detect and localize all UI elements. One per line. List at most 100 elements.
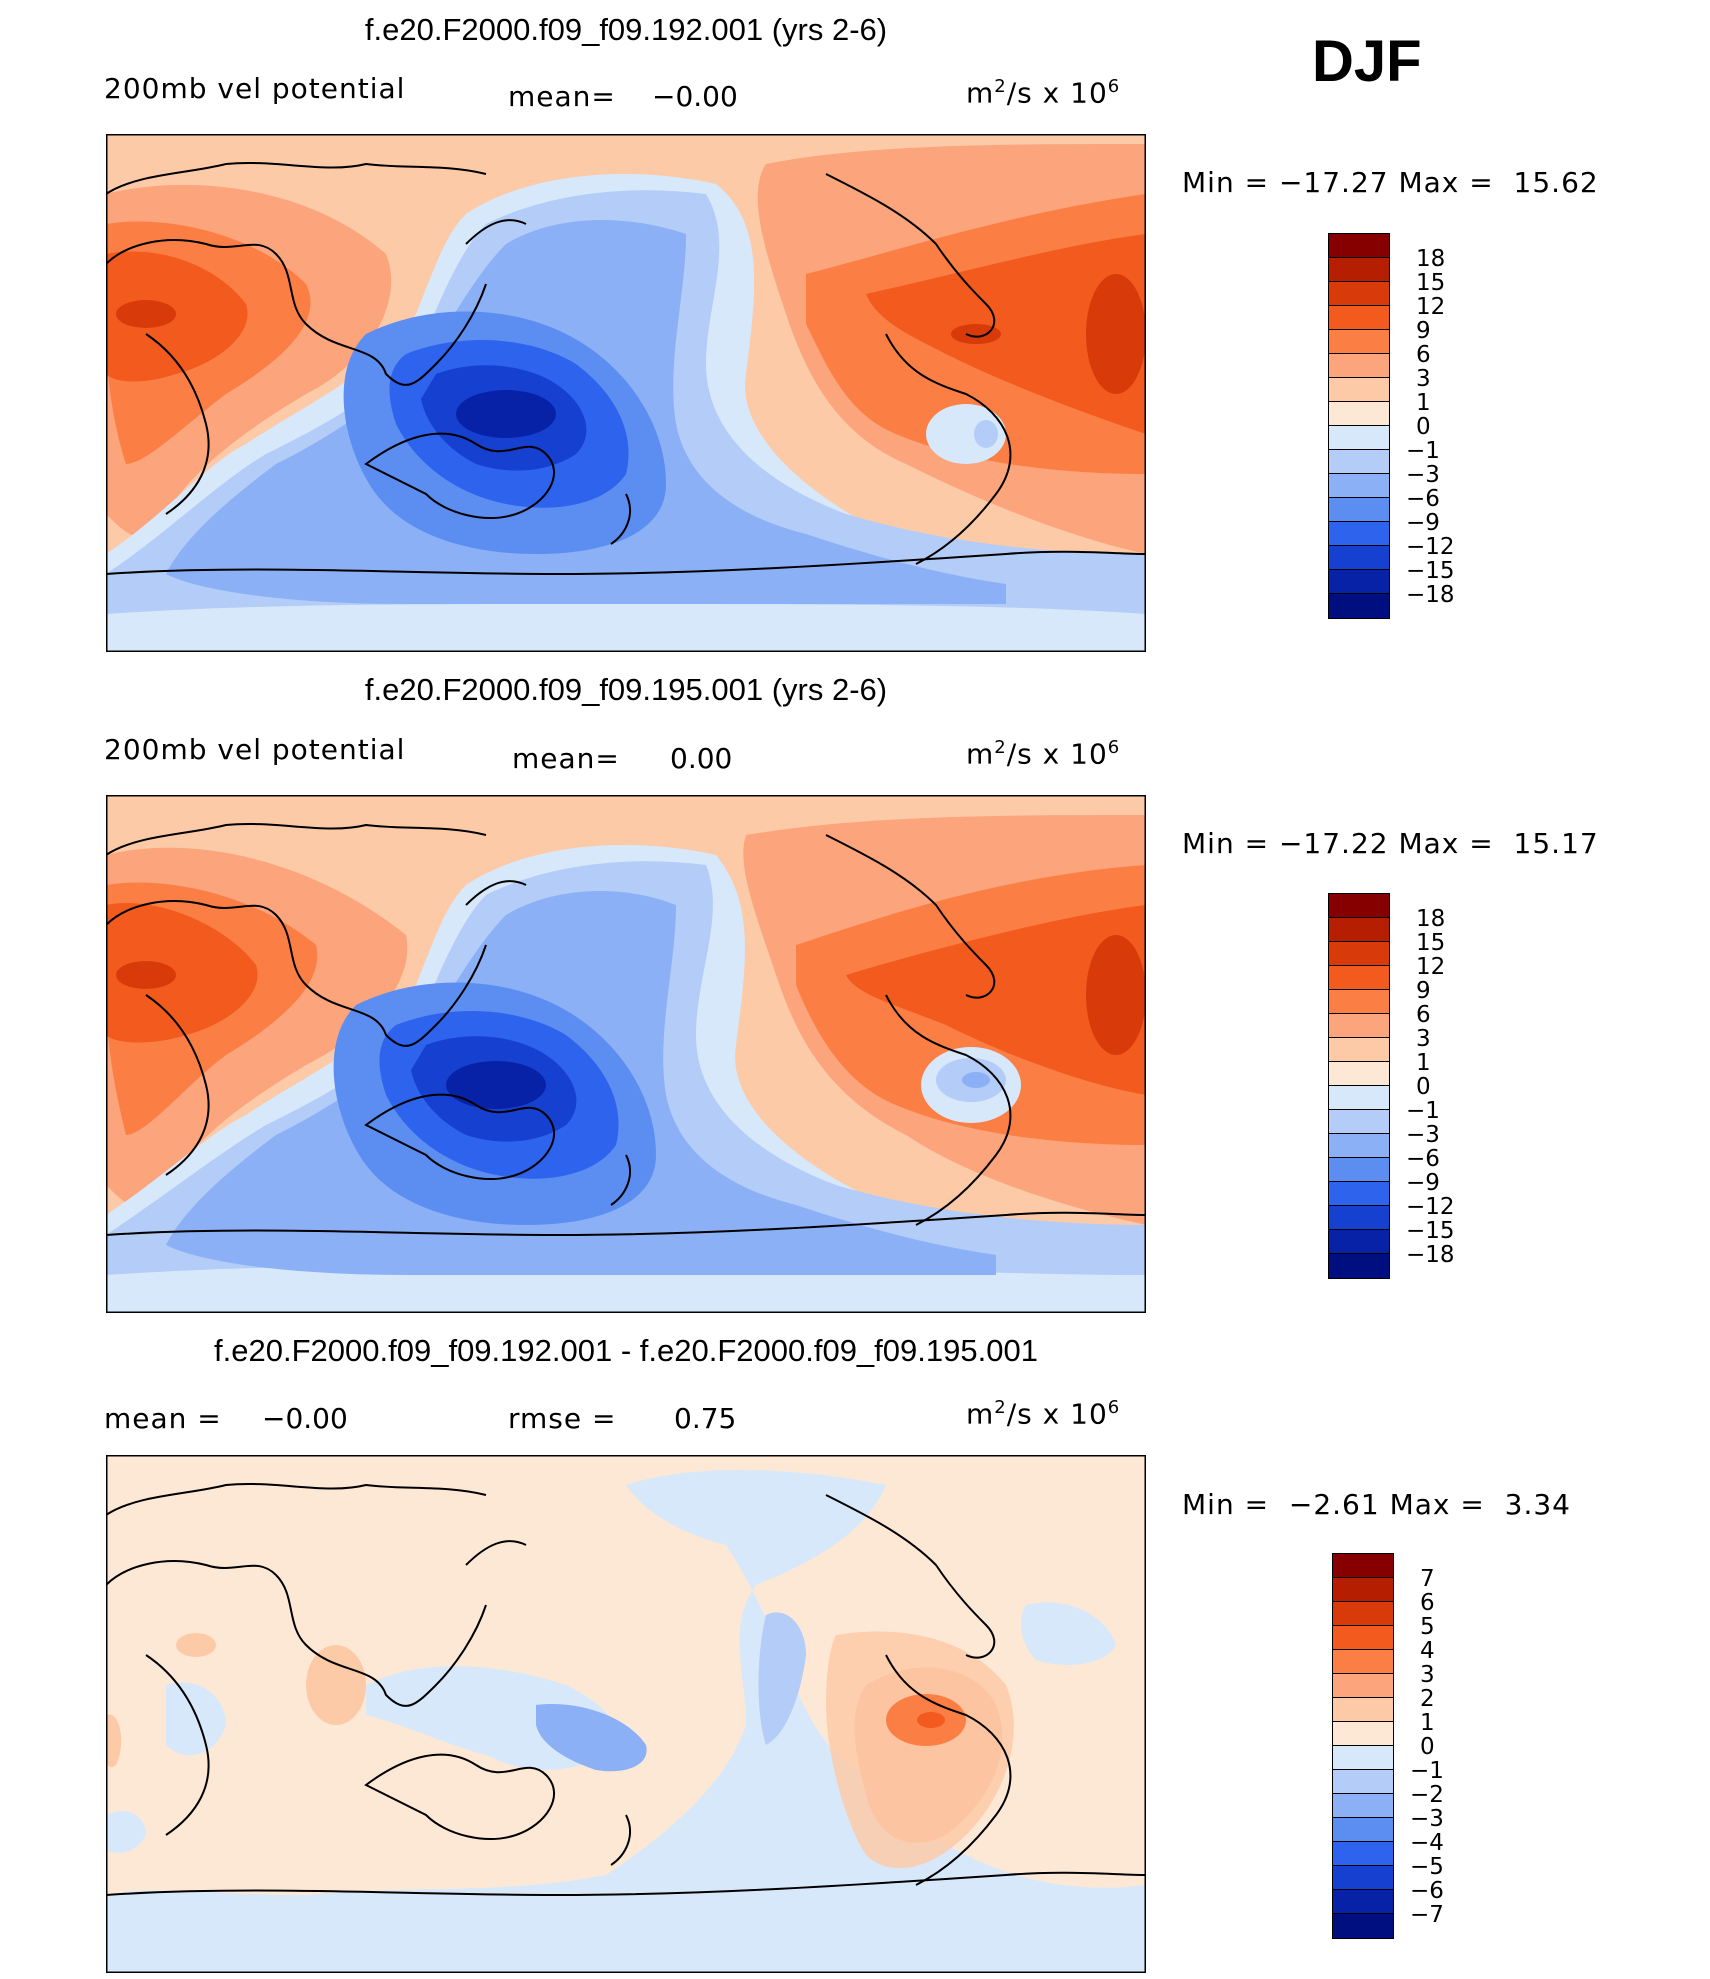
panel-1-colorbar-swatch — [1328, 257, 1390, 283]
panel-3-colorbar-tick-label: 2 — [1420, 1686, 1435, 1712]
panel-3-colorbar-tick-label: −3 — [1410, 1806, 1444, 1832]
panel-1-mean-value: −0.00 — [652, 80, 738, 113]
panel-3-mean-value: −0.00 — [262, 1402, 348, 1435]
panel-2-mean-value: 0.00 — [670, 742, 733, 775]
panel-1-title: f.e20.F2000.f09_f09.192.001 (yrs 2-6) — [364, 12, 888, 47]
panel-1-colorbar-tick-label: −1 — [1406, 438, 1440, 464]
panel-2-colorbar-tick-label: −15 — [1406, 1218, 1455, 1244]
panel-3-colorbar-swatch — [1332, 1721, 1394, 1747]
panel-1-colorbar-tick-label: 15 — [1416, 270, 1446, 296]
panel-2-colorbar-swatch — [1328, 1109, 1390, 1135]
panel-2-minmax: Min = −17.22 Max = 15.17 — [1182, 827, 1599, 860]
panel-1-colorbar-tick-label: 6 — [1416, 342, 1431, 368]
panel-3-colorbar-swatch — [1332, 1673, 1394, 1699]
panel-2-colorbar-swatch — [1328, 1229, 1390, 1255]
panel-2-map — [106, 795, 1146, 1313]
panel-2-units: m2/s x 106 — [966, 737, 1121, 771]
panel-3-colorbar-swatch — [1332, 1649, 1394, 1675]
panel-2-mean-label: mean= — [512, 742, 620, 775]
panel-1-colorbar-swatch — [1328, 569, 1390, 595]
panel-1-colorbar-tick-label: −15 — [1406, 558, 1455, 584]
panel-2-colorbar-tick-label: 0 — [1416, 1074, 1431, 1100]
panel-2-colorbar-tick-label: −9 — [1406, 1170, 1440, 1196]
panel-3-colorbar-swatch — [1332, 1745, 1394, 1771]
panel-2-colorbar-swatch — [1328, 1037, 1390, 1063]
panel-2-colorbar-tick-label: 15 — [1416, 930, 1446, 956]
panel-3-rmse-value: 0.75 — [674, 1402, 737, 1435]
panel-1-colorbar-tick-label: 0 — [1416, 414, 1431, 440]
panel-3-mean-label: mean = — [104, 1402, 222, 1435]
panel-2-colorbar-swatch — [1328, 941, 1390, 967]
panel-1-units: m2/s x 106 — [966, 76, 1121, 110]
panel-2-colorbar-swatch — [1328, 1013, 1390, 1039]
panel-2-colorbar-swatch — [1328, 989, 1390, 1015]
panel-1-colorbar-swatch — [1328, 473, 1390, 499]
panel-3-colorbar-swatch — [1332, 1625, 1394, 1651]
panel-3-colorbar-swatch — [1332, 1793, 1394, 1819]
panel-2-colorbar-tick-label: 9 — [1416, 978, 1431, 1004]
panel-3-colorbar-tick-label: −1 — [1410, 1758, 1444, 1784]
panel-2-colorbar-swatch — [1328, 1085, 1390, 1111]
panel-2-colorbar-swatch — [1328, 965, 1390, 991]
panel-3-minmax: Min = −2.61 Max = 3.34 — [1182, 1488, 1571, 1521]
panel-3-colorbar-swatch — [1332, 1841, 1394, 1867]
panel-3-map — [106, 1455, 1146, 1973]
panel-2-colorbar-swatch — [1328, 1133, 1390, 1159]
panel-1-colorbar-tick-label: −12 — [1406, 534, 1455, 560]
panel-3-colorbar-swatch — [1332, 1697, 1394, 1723]
panel-1-colorbar-swatch — [1328, 521, 1390, 547]
panel-3-colorbar-tick-label: 1 — [1420, 1710, 1435, 1736]
panel-3-colorbar-swatch — [1332, 1769, 1394, 1795]
panel-3-colorbar-tick-label: −6 — [1410, 1878, 1444, 1904]
panel-1-colorbar-tick-label: −6 — [1406, 486, 1440, 512]
panel-1-colorbar-swatch — [1328, 401, 1390, 427]
panel-3-colorbar-swatch — [1332, 1889, 1394, 1915]
panel-1-colorbar-swatch — [1328, 305, 1390, 331]
panel-1-colorbar-swatch — [1328, 281, 1390, 307]
panel-2-colorbar-tick-label: 12 — [1416, 954, 1446, 980]
panel-1-colorbar-tick-label: −3 — [1406, 462, 1440, 488]
panel-1-colorbar-tick-label: −18 — [1406, 582, 1455, 608]
panel-3-colorbar-tick-label: −2 — [1410, 1782, 1444, 1808]
panel-3-colorbar-swatch — [1332, 1553, 1394, 1579]
panel-2-variable: 200mb vel potential — [104, 733, 406, 766]
panel-3-colorbar-swatch — [1332, 1865, 1394, 1891]
panel-2-colorbar-swatch — [1328, 893, 1390, 919]
panel-1-colorbar-swatch — [1328, 377, 1390, 403]
panel-3-colorbar-swatch — [1332, 1601, 1394, 1627]
panel-3-colorbar-tick-label: 6 — [1420, 1590, 1435, 1616]
panel-3-title: f.e20.F2000.f09_f09.192.001 - f.e20.F200… — [214, 1333, 1038, 1368]
panel-2-colorbar: 18 15 12 9 6 3 1 0 −1 −3 −6 −9 −12 −15 −18 — [1328, 893, 1455, 1279]
panel-3-colorbar-tick-label: −5 — [1410, 1854, 1444, 1880]
panel-1-colorbar-swatch — [1328, 593, 1390, 619]
panel-2-colorbar-tick-label: −18 — [1406, 1242, 1455, 1268]
season-label: DJF — [1312, 29, 1422, 94]
panel-1-colorbar-swatch — [1328, 329, 1390, 355]
panel-3-rmse-label: rmse = — [508, 1402, 617, 1435]
panel-1-map — [106, 134, 1146, 652]
panel-1-colorbar-swatch — [1328, 353, 1390, 379]
panel-1-colorbar-swatch — [1328, 497, 1390, 523]
panel-1-colorbar: 18 15 12 9 6 3 1 0 −1 −3 −6 −9 −12 −15 −18 — [1328, 233, 1455, 619]
panel-2-colorbar-tick-label: 1 — [1416, 1050, 1431, 1076]
panel-1-colorbar-tick-label: −9 — [1406, 510, 1440, 536]
panel-3-colorbar-tick-label: −4 — [1410, 1830, 1444, 1856]
panel-1-colorbar-tick-label: 1 — [1416, 390, 1431, 416]
panel-2-colorbar-swatch — [1328, 1157, 1390, 1183]
panel-2-colorbar-tick-label: 6 — [1416, 1002, 1431, 1028]
panel-3-colorbar: 7 6 5 4 3 2 1 0 −1 −2 −3 −4 −5 −6 −7 — [1332, 1553, 1444, 1939]
panel-2-colorbar-tick-label: −12 — [1406, 1194, 1455, 1220]
panel-2-colorbar-tick-label: 18 — [1416, 906, 1446, 932]
panel-3-colorbar-tick-label: 3 — [1420, 1662, 1435, 1688]
panel-3-colorbar-tick-label: −7 — [1410, 1902, 1444, 1928]
panel-1-colorbar-tick-label: 12 — [1416, 294, 1446, 320]
panel-2-colorbar-tick-label: −3 — [1406, 1122, 1440, 1148]
panel-2-colorbar-tick-label: −1 — [1406, 1098, 1440, 1124]
panel-1-colorbar-swatch — [1328, 233, 1390, 259]
panel-1-colorbar-swatch — [1328, 449, 1390, 475]
panel-1-minmax: Min = −17.27 Max = 15.62 — [1182, 166, 1599, 199]
panel-3-colorbar-tick-label: 0 — [1420, 1734, 1435, 1760]
panel-2-colorbar-tick-label: 3 — [1416, 1026, 1431, 1052]
panel-1-colorbar-swatch — [1328, 425, 1390, 451]
panel-3-colorbar-swatch — [1332, 1577, 1394, 1603]
